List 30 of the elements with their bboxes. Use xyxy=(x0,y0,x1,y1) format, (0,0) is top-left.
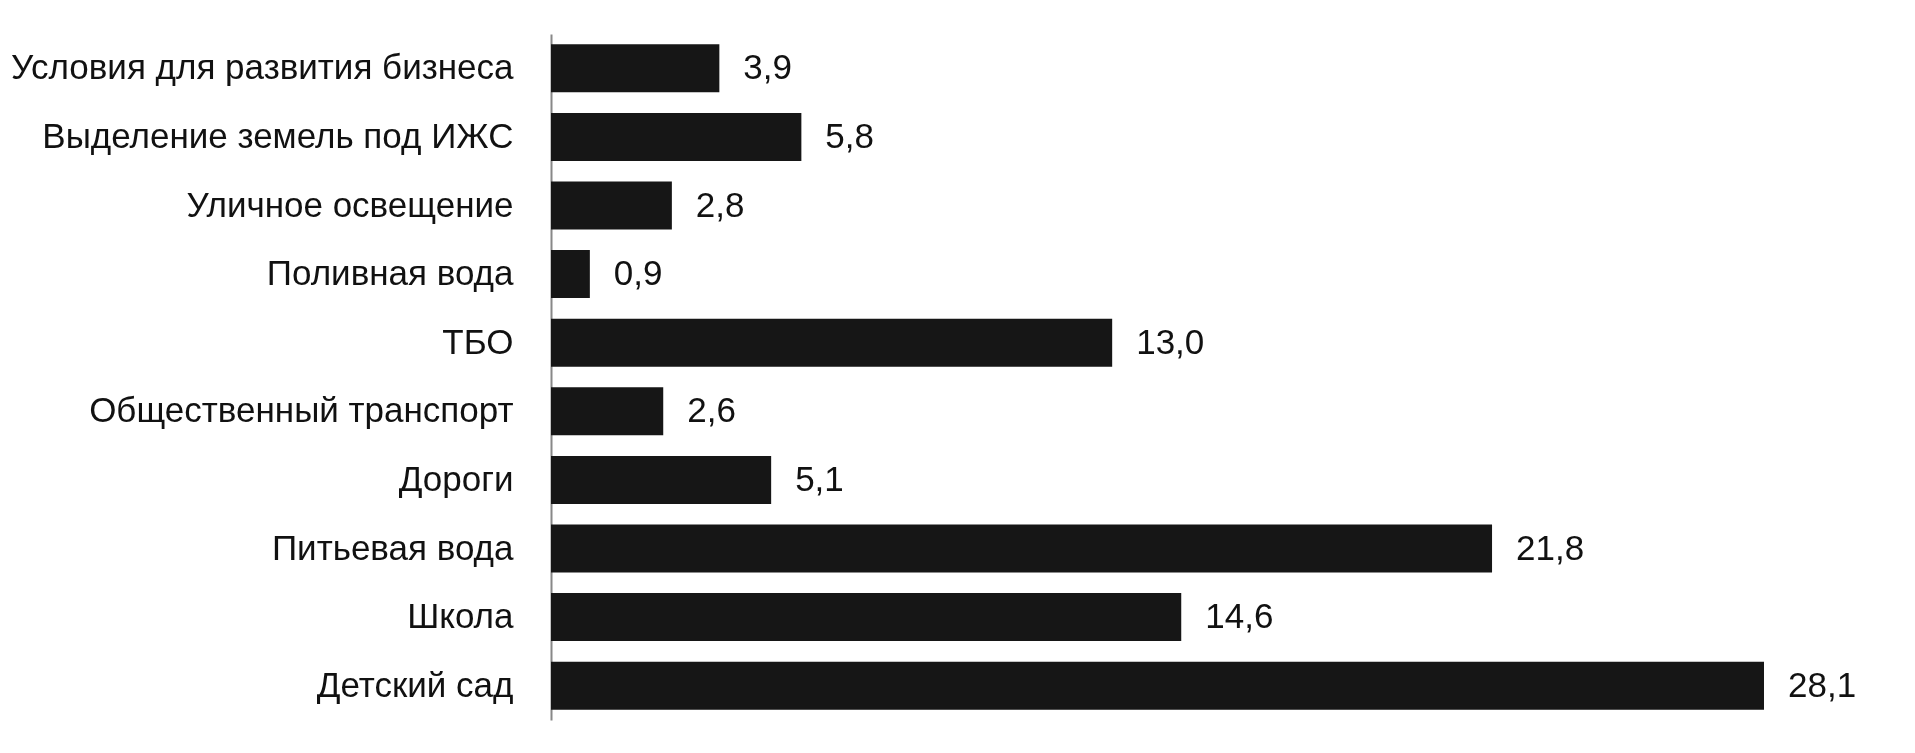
y-tick-label: Выделение земель под ИЖС xyxy=(42,115,514,155)
data-label: 3,9 xyxy=(743,47,793,87)
bar xyxy=(551,44,720,93)
data-label: 28,1 xyxy=(1788,664,1857,704)
y-tick-label: Условия для развития бизнеса xyxy=(11,47,515,87)
bar xyxy=(551,455,772,504)
data-label: 0,9 xyxy=(613,253,663,293)
bar xyxy=(551,661,1764,710)
y-tick-label: Уличное освещение xyxy=(186,184,514,224)
data-label: 5,8 xyxy=(825,115,875,155)
bar xyxy=(551,112,802,161)
bar xyxy=(551,318,1113,367)
data-label: 13,0 xyxy=(1136,321,1205,361)
y-tick-label: Детский сад xyxy=(316,664,514,704)
bar xyxy=(551,593,1182,642)
y-tick-label: Дороги xyxy=(398,458,514,498)
data-label: 14,6 xyxy=(1205,596,1274,636)
y-tick-label: Школа xyxy=(407,596,515,636)
bar xyxy=(551,250,590,299)
bar xyxy=(551,181,672,230)
y-tick-label: Питьевая вода xyxy=(271,527,515,567)
data-label: 2,6 xyxy=(687,390,736,430)
data-label: 2,8 xyxy=(695,184,745,224)
y-tick-label: Поливная вода xyxy=(266,253,515,293)
data-label: 5,1 xyxy=(795,458,844,498)
bar xyxy=(551,524,1493,573)
bar xyxy=(551,387,664,436)
y-tick-label: Общественный транспорт xyxy=(89,390,514,430)
y-tick-label: ТБО xyxy=(442,321,514,361)
data-label: 21,8 xyxy=(1516,527,1585,567)
